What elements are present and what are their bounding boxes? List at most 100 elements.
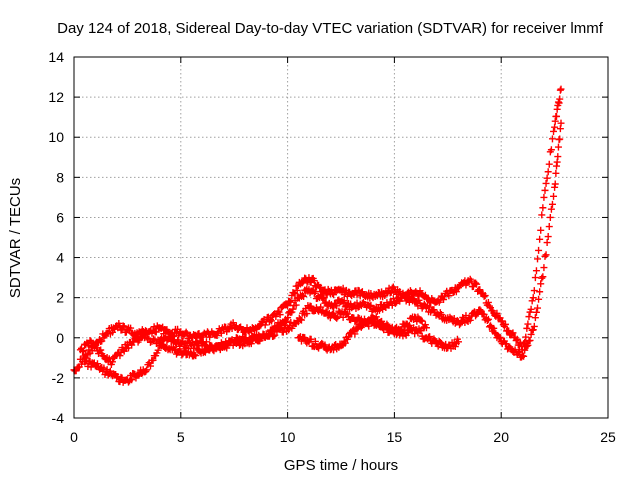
track-4-point [301,334,309,342]
track-2-point [531,314,539,322]
track-2-point [366,303,374,311]
track-2-point [541,252,549,260]
track-2-point [542,251,550,259]
track-2-point [97,346,105,354]
track-2-point [546,213,554,221]
track-1-point [541,186,549,194]
track-1-point [525,313,533,321]
track-2-point [320,294,328,302]
track-4-point [405,321,413,329]
track-3-point [149,356,157,364]
track-2-point [521,346,529,354]
y-tick-label: -4 [52,410,65,426]
track-2-point [554,153,562,161]
track-2-point [515,348,523,356]
track-2-point [480,310,488,318]
track-2-point [299,291,307,299]
track-1-point [127,324,135,332]
track-4-point [422,324,430,332]
track-1-point [452,288,460,296]
x-tick-label: 10 [280,429,296,445]
track-4-point [418,317,426,325]
track-2-point [530,322,538,330]
track-2-point [367,301,375,309]
track-4-point [398,325,406,333]
track-3-point [317,303,325,311]
track-1-point [539,204,547,212]
track-3-point [303,310,311,318]
track-3-point [285,326,293,334]
track-1-point [545,160,553,168]
track-2-point [552,169,560,177]
track-3-point [454,338,462,346]
track-1-point [150,323,158,331]
x-tick-label: 5 [177,429,185,445]
track-1-point [120,323,128,331]
track-2-point [537,280,545,288]
track-1-point [538,211,546,219]
track-1-point [534,255,542,263]
track-2-point [391,299,399,307]
y-tick-label: 10 [48,129,64,145]
y-tick-label: 0 [56,330,64,346]
track-1-point [353,291,361,299]
track-4-point [307,335,315,343]
track-4-point [365,322,373,330]
track-3-point [146,362,154,370]
track-3-point [114,373,122,381]
track-2-point [527,330,535,338]
track-2-point [551,180,559,188]
track-2-point [547,205,555,213]
track-1-point [485,302,493,310]
plot-frame [73,56,609,419]
track-3-point [154,346,162,354]
track-1-point [261,321,269,329]
y-tick-label: 4 [56,250,64,266]
x-tick-label: 0 [70,429,78,445]
track-3-point [100,364,108,372]
track-3-point [267,327,275,335]
track-3-point [372,313,380,321]
track-1-point [305,274,313,282]
track-2-point [108,358,116,366]
track-3-point [330,309,338,317]
track-1-point [508,330,516,338]
track-1-point [522,333,530,341]
track-1-point [543,174,551,182]
track-3-point [128,376,136,384]
y-axis-label: SDTVAR / TECUs [7,178,24,298]
track-1-point [527,305,535,313]
track-1-point [537,226,545,234]
track-3-point [143,366,151,374]
track-1-point [317,283,325,291]
grid [74,57,608,418]
track-4-point [321,341,329,349]
track-1-point [213,332,221,340]
track-2-point [466,316,474,324]
track-1-point [556,95,564,103]
track-1-point [330,291,338,299]
x-axis-label: GPS time / hours [284,457,398,474]
track-3-point [256,337,264,345]
track-1-point [551,123,559,131]
track-1-point [501,320,509,328]
track-2-point [535,295,543,303]
track-2-point [534,304,542,312]
y-tick-label: 14 [48,49,64,65]
track-2-point [538,274,546,282]
track-2-point [548,200,556,208]
track-3-point [401,330,409,338]
track-1-point [524,320,532,328]
track-2-point [545,223,553,231]
track-1-point [498,317,506,325]
track-1-point [267,316,275,324]
y-tick-label: 8 [56,169,64,185]
track-2-point [119,346,127,354]
track-1-point [481,292,489,300]
track-1-point [303,277,311,285]
track-2-point [524,341,532,349]
track-1-point [529,294,537,302]
track-2-point [476,306,484,314]
y-tick-label: 2 [56,290,64,306]
